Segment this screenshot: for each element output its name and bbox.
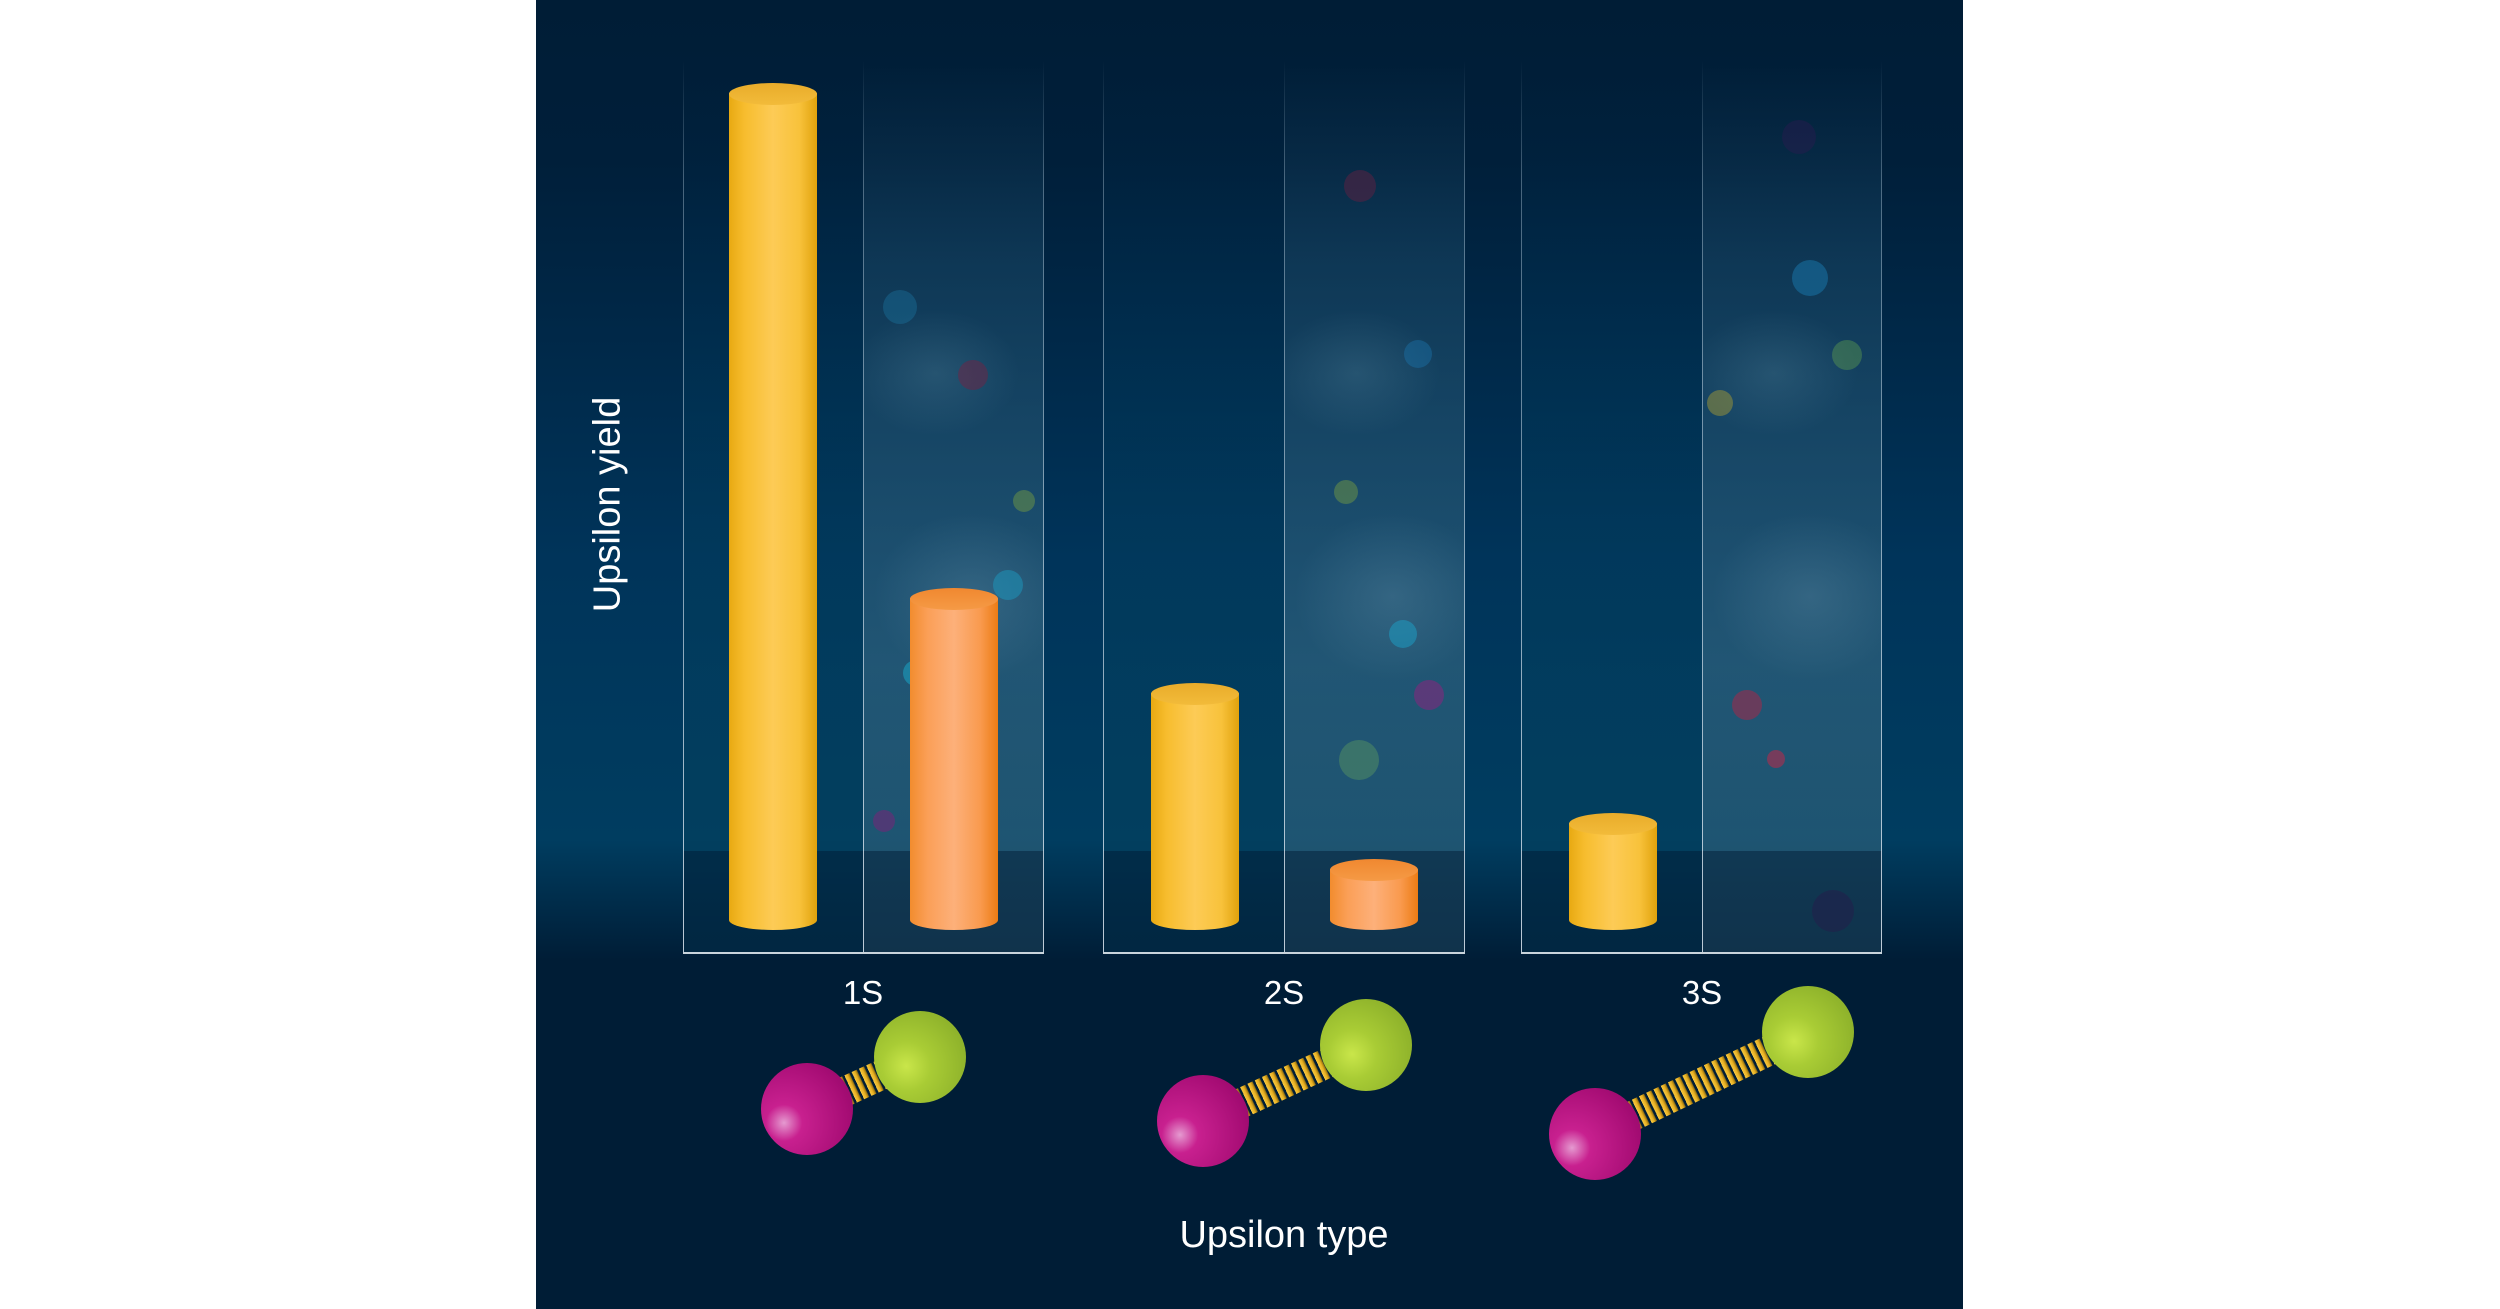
bar-2s-orange: [1330, 859, 1418, 930]
baseline: [683, 952, 1044, 954]
baseline: [1103, 952, 1465, 954]
baseline: [1521, 952, 1882, 954]
gridline: [1702, 60, 1703, 954]
group-2s: [1103, 60, 1465, 954]
bar-1s-yellow: [729, 83, 817, 930]
gridline: [1881, 60, 1882, 954]
category-label-3s: 3S: [1681, 974, 1723, 1011]
bar-3s-yellow: [1569, 813, 1657, 930]
x-axis-label: Upsilon type: [1179, 1214, 1389, 1256]
category-label-2s: 2S: [1263, 974, 1305, 1011]
gridline: [1043, 60, 1044, 954]
bar-2s-yellow: [1151, 683, 1239, 930]
gridline: [683, 60, 684, 954]
bar-1s-orange: [910, 588, 998, 930]
medium-cell: [1284, 60, 1465, 954]
reference-cell: [1521, 60, 1702, 954]
group-3s: [1521, 60, 1882, 954]
gridline: [1103, 60, 1104, 954]
gridline: [1521, 60, 1522, 954]
gridline: [1464, 60, 1465, 954]
gridline: [863, 60, 864, 954]
gridline: [1284, 60, 1285, 954]
group-1s: [683, 60, 1044, 954]
medium-cell: [1702, 60, 1882, 954]
y-axis-label: Upsilon yield: [586, 396, 629, 613]
category-label-1s: 1S: [842, 974, 884, 1011]
